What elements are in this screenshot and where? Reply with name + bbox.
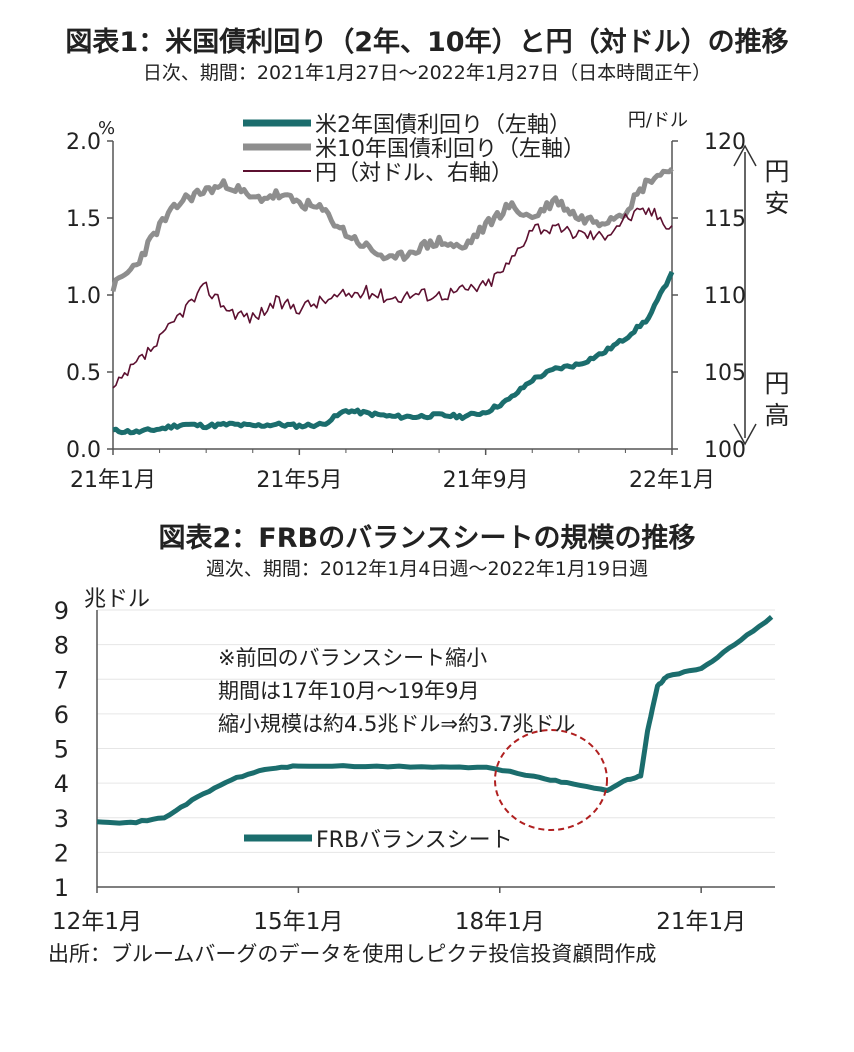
y-tick-label: 2	[54, 839, 69, 867]
series-line-0	[112, 270, 675, 436]
x-tick-label: 21年5月	[256, 468, 342, 493]
x-tick-label: 15年1月	[253, 909, 343, 935]
y-right-unit: 円/ドル	[628, 110, 688, 131]
y-left-unit: %	[98, 118, 115, 139]
series-line-frb	[96, 615, 774, 826]
x-tick-label: 22年1月	[629, 468, 715, 493]
y-left-tick-label: 2.0	[66, 130, 101, 155]
chart2-title: 図表2：FRBのバランスシートの規模の推移	[158, 523, 696, 554]
series-line-1	[110, 166, 674, 292]
highlight-circle	[494, 729, 608, 831]
y-tick-label: 4	[54, 770, 69, 798]
annotation-line-1: 期間は17年10月～19年9月	[218, 679, 480, 703]
arrow-head-down	[733, 423, 757, 446]
arrow-head-up	[733, 144, 757, 167]
chart2-subtitle: 週次、期間：2012年1月4日週～2022年1月19日週	[205, 558, 649, 580]
yen-strong-label-2: 高	[764, 401, 789, 430]
y-tick-label: 3	[54, 805, 69, 833]
y-left-tick-label: 0.0	[66, 438, 101, 463]
chart1-subtitle: 日次、期間：2021年1月27日～2022年1月27日（日本時間正午）	[142, 62, 712, 84]
y-tick-label: 6	[54, 701, 69, 729]
chart1-title: 図表1：米国債利回り（2年、10年）と円（対ドル）の推移	[65, 27, 789, 58]
legend-label-2: 円（対ドル、右軸）	[315, 161, 513, 186]
series-line-2	[112, 207, 673, 389]
legend-label-0: 米2年国債利回り（左軸）	[315, 113, 571, 138]
yen-weak-label-2: 安	[764, 189, 789, 218]
chart2: 1 2 3 4 5 6 7 8 9 兆ドル 12年1月 15年1月 18年1月 21年1月 ※前回のバランス…	[52, 587, 775, 935]
yen-weak-label-1: 円	[764, 157, 789, 186]
y-tick-label: 1	[54, 874, 69, 902]
chart1: 0.0 0.5 1.0 1.5 2.0 100 105 110 115 120% 円/ドル 21年1月…	[66, 110, 790, 493]
x-tick-label: 21年1月	[656, 909, 746, 935]
x-tick-label: 21年1月	[70, 468, 156, 493]
y-tick-label: 7	[54, 666, 69, 694]
y-tick-label: 8	[54, 632, 69, 660]
annotation-line-2: 縮小規模は約4.5兆ドル⇒約3.7兆ドル	[218, 712, 575, 736]
y-tick-label: 9	[54, 597, 69, 625]
y-right-tick-label: 100	[704, 438, 746, 463]
y-right-tick-label: 120	[704, 130, 746, 155]
legend-label-1: 米10年国債利回り（左軸）	[315, 137, 585, 162]
x-tick-label: 21年9月	[443, 468, 529, 493]
legend-label: FRBバランスシート	[316, 828, 513, 853]
source-note: 出所：ブルームバーグのデータを使用しピクテ投信投資顧問作成	[48, 942, 657, 966]
y-left-tick-label: 1.5	[66, 207, 101, 232]
y-unit: 兆ドル	[84, 587, 150, 612]
x-tick-label: 12年1月	[52, 909, 142, 935]
annotation-line-0: ※前回のバランスシート縮小	[218, 646, 487, 670]
y-left-tick-label: 1.0	[66, 284, 101, 309]
y-right-tick-label: 105	[704, 361, 746, 386]
y-right-tick-label: 110	[704, 284, 746, 309]
x-tick-label: 18年1月	[455, 909, 545, 935]
y-tick-label: 5	[54, 736, 69, 764]
y-left-tick-label: 0.5	[66, 361, 101, 386]
y-right-tick-label: 115	[704, 207, 746, 232]
yen-strong-label-1: 円	[764, 369, 789, 398]
